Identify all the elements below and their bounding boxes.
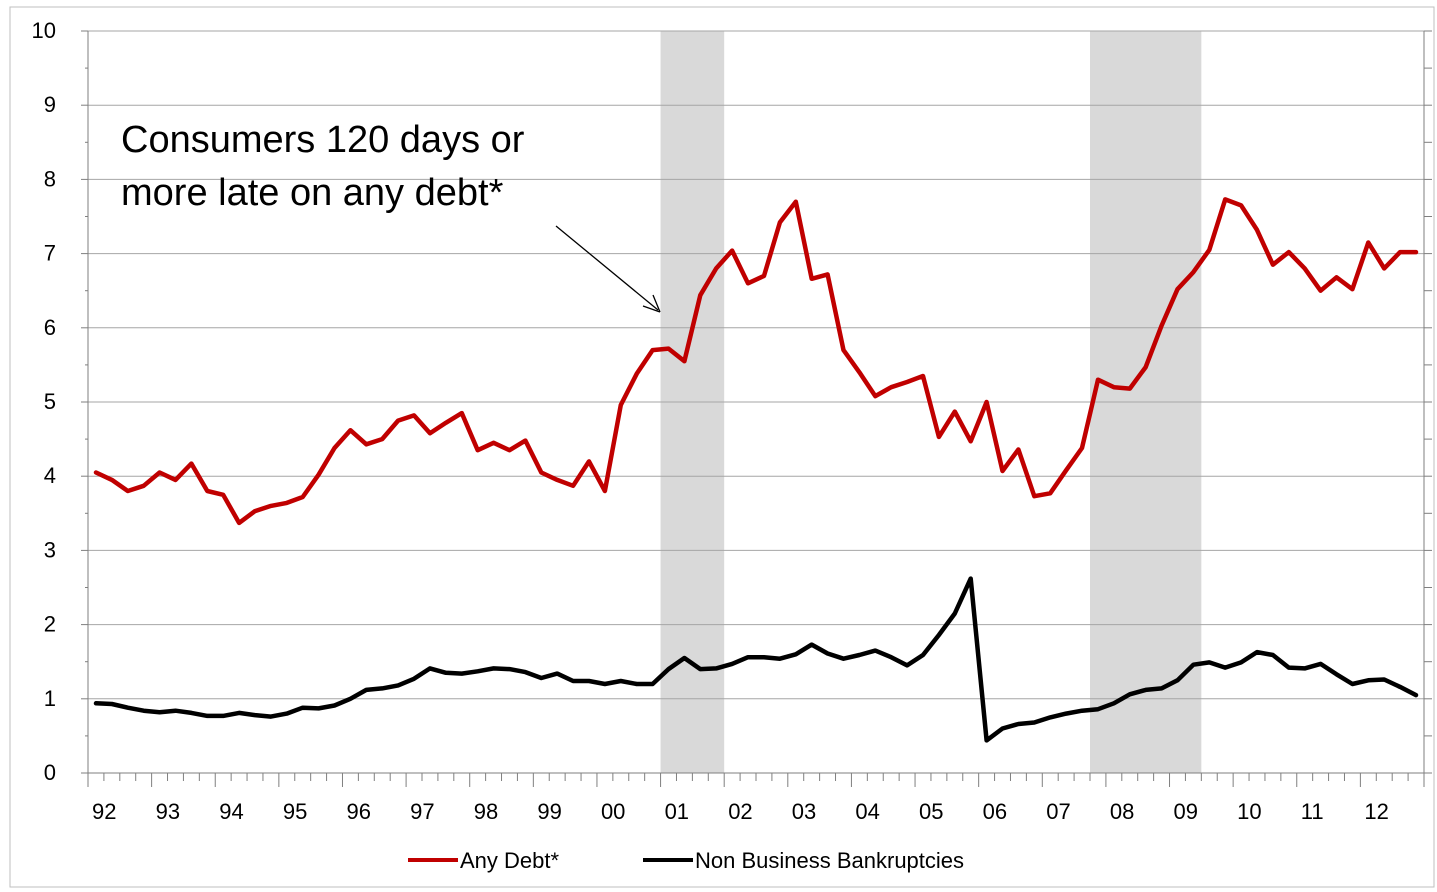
x-tick-label-07: 07 [1046, 799, 1070, 824]
x-tick-label-95: 95 [283, 799, 307, 824]
y-tick-label-3: 3 [44, 537, 56, 562]
y-tick-label-10: 10 [32, 18, 56, 43]
x-tick-label-96: 96 [346, 799, 370, 824]
y-tick-label-7: 7 [44, 241, 56, 266]
x-tick-label-10: 10 [1237, 799, 1261, 824]
x-tick-label-98: 98 [474, 799, 498, 824]
gridlines [88, 30, 1424, 700]
y-tick-label-1: 1 [44, 686, 56, 711]
x-tick-label-03: 03 [792, 799, 816, 824]
x-tick-label-00: 00 [601, 799, 625, 824]
y-tick-label-4: 4 [44, 463, 56, 488]
y-tick-label-9: 9 [44, 92, 56, 117]
annotation-arrowhead [642, 294, 661, 313]
y-tick-label-5: 5 [44, 389, 56, 414]
x-tick-label-99: 99 [537, 799, 561, 824]
x-tick-label-92: 92 [92, 799, 116, 824]
annotation: Consumers 120 days or more late on any d… [121, 119, 661, 313]
x-tick-label-12: 12 [1364, 799, 1388, 824]
x-tick-label-06: 06 [983, 799, 1007, 824]
x-tick-label-93: 93 [156, 799, 180, 824]
annotation-line-2: more late on any debt* [121, 172, 504, 214]
series-line-any-debt [93, 197, 1419, 526]
annotation-line-1: Consumers 120 days or [121, 119, 525, 161]
x-tick-label-97: 97 [410, 799, 434, 824]
legend: Any Debt* Non Business Bankruptcies [408, 848, 964, 873]
y-tick-label-2: 2 [44, 612, 56, 637]
x-tick-label-09: 09 [1174, 799, 1198, 824]
legend-label-any-debt: Any Debt* [460, 848, 559, 873]
legend-label-bankruptcies: Non Business Bankruptcies [695, 848, 964, 873]
y-tick-label-6: 6 [44, 315, 56, 340]
x-tick-label-11: 11 [1301, 799, 1324, 824]
x-tick-label-94: 94 [219, 799, 243, 824]
y-tick-label-8: 8 [44, 166, 56, 191]
x-tick-label-01: 01 [665, 799, 689, 824]
y-tick-label-0: 0 [44, 760, 56, 785]
chart-border [9, 6, 1435, 888]
x-tick-label-04: 04 [855, 799, 879, 824]
x-tick-label-02: 02 [728, 799, 752, 824]
x-tick-label-05: 05 [919, 799, 943, 824]
series-lines [93, 197, 1419, 743]
series-line-bankruptcies [93, 576, 1419, 743]
recession-bands [660, 31, 1202, 773]
annotation-arrow-line [555, 225, 659, 311]
x-tick-label-08: 08 [1110, 799, 1134, 824]
